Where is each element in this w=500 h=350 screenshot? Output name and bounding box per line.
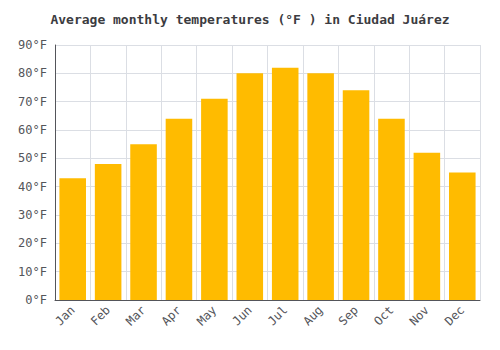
svg-text:Average monthly temperatures (: Average monthly temperatures (°F ) in Ci… xyxy=(50,12,449,27)
svg-text:May: May xyxy=(194,303,219,328)
svg-text:Apr: Apr xyxy=(159,303,184,328)
svg-text:30°F: 30°F xyxy=(18,208,47,222)
svg-text:90°F: 90°F xyxy=(18,38,47,52)
svg-text:10°F: 10°F xyxy=(18,265,47,279)
svg-text:20°F: 20°F xyxy=(18,236,47,250)
svg-text:Dec: Dec xyxy=(442,303,467,328)
svg-text:Sep: Sep xyxy=(336,303,361,328)
svg-text:Oct: Oct xyxy=(371,303,396,328)
svg-text:40°F: 40°F xyxy=(18,180,47,194)
svg-text:0°F: 0°F xyxy=(25,293,47,307)
svg-text:Nov: Nov xyxy=(407,303,432,328)
svg-text:Jun: Jun xyxy=(230,303,255,328)
svg-text:Mar: Mar xyxy=(123,303,148,328)
svg-text:70°F: 70°F xyxy=(18,95,47,109)
svg-text:60°F: 60°F xyxy=(18,123,47,137)
svg-text:Feb: Feb xyxy=(88,303,113,328)
svg-text:50°F: 50°F xyxy=(18,151,47,165)
svg-text:Jan: Jan xyxy=(52,303,77,328)
svg-text:Jul: Jul xyxy=(265,303,290,328)
svg-text:80°F: 80°F xyxy=(18,66,47,80)
svg-text:Aug: Aug xyxy=(300,303,325,328)
